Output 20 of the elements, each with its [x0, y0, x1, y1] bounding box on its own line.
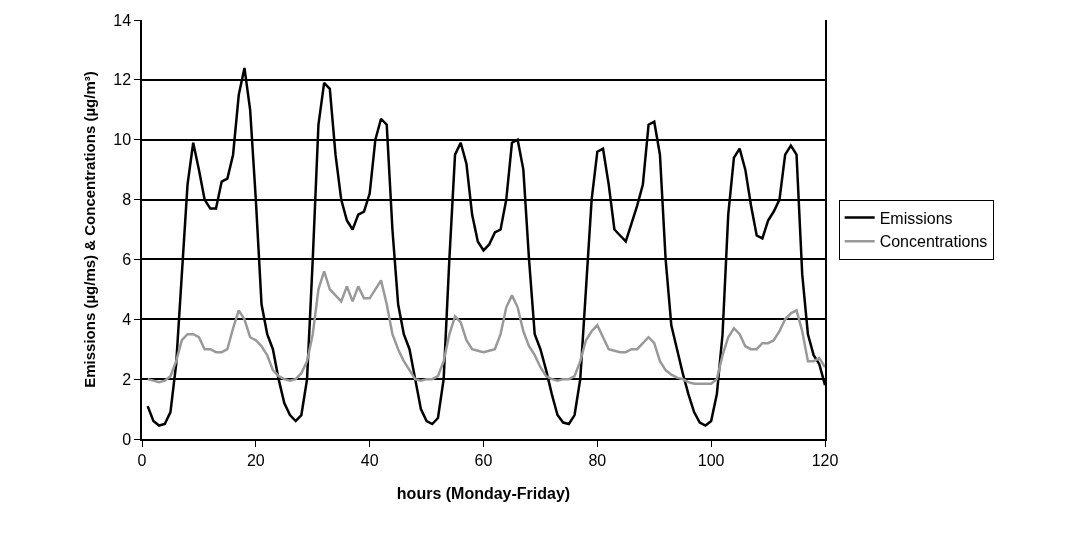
x-axis-title: hours (Monday-Friday): [396, 485, 571, 503]
x-tick-label: 120: [811, 451, 839, 469]
y-tick-label: 10: [113, 131, 132, 149]
y-tick-label: 12: [113, 71, 132, 89]
y-tick-label: 2: [122, 370, 132, 388]
x-tick-label: 0: [137, 451, 147, 469]
x-tick-label: 80: [588, 451, 607, 469]
legend-label: Concentrations: [879, 233, 988, 251]
y-tick-label: 6: [122, 251, 132, 269]
x-tick-label: 20: [246, 451, 265, 469]
y-tick-label: 0: [122, 430, 132, 448]
y-tick-label: 8: [122, 191, 132, 209]
line-series: [146, 270, 825, 385]
x-tick-label: 100: [697, 451, 725, 469]
y-tick-label: 4: [122, 310, 132, 328]
x-tick-label: 40: [360, 451, 379, 469]
legend-label: Emissions: [879, 209, 953, 227]
x-tick-label: 60: [474, 451, 493, 469]
y-tick-label: 14: [113, 11, 132, 29]
y-axis-title: Emissions (µg/ms) & Concentrations (µg/m³): [81, 71, 98, 388]
